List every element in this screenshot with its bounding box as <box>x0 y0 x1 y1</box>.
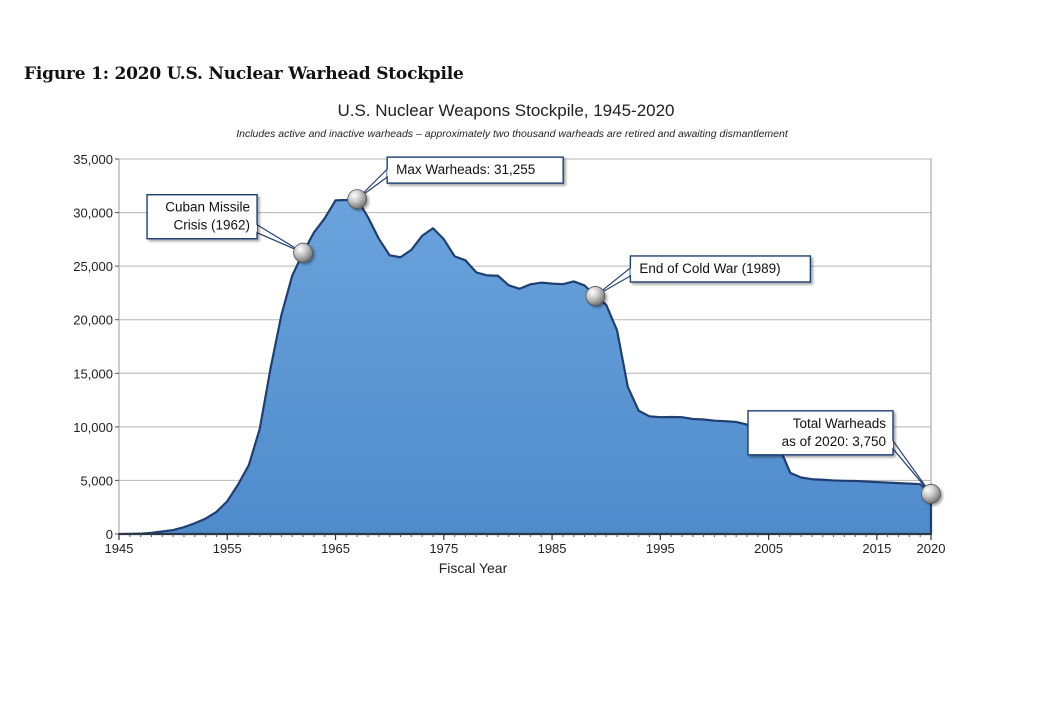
x-tick-label: 1995 <box>646 541 675 556</box>
annotation-callout: End of Cold War (1989) <box>585 255 812 306</box>
x-tick-label: 1945 <box>105 541 134 556</box>
callout-label: Cuban Missile <box>165 200 250 215</box>
callout-label: Crisis (1962) <box>174 218 251 233</box>
x-tick-label: 1965 <box>321 541 350 556</box>
annotation-marker <box>921 483 941 504</box>
y-tick-label: 15,000 <box>73 366 113 381</box>
callout-label: as of 2020: 3,750 <box>782 434 886 449</box>
y-tick-label: 5,000 <box>80 473 113 488</box>
x-tick-label: 2015 <box>862 541 891 556</box>
y-tick-label: 30,000 <box>73 206 113 221</box>
callout-joint <box>630 268 633 275</box>
annotation-callout: Cuban Missile Crisis (1962) <box>146 194 313 263</box>
x-tick-label: 1985 <box>538 541 567 556</box>
y-tick-label: 35,000 <box>73 152 113 167</box>
y-tick-label: 20,000 <box>73 313 113 328</box>
annotation-callout: Total Warheads as of 2020: 3,750 <box>747 410 941 504</box>
chart-subtitle: Includes active and inactive warheads – … <box>236 128 789 140</box>
figure-caption: Figure 1: 2020 U.S. Nuclear Warhead Stoc… <box>24 64 464 84</box>
stockpile-area <box>117 198 933 536</box>
annotation-callout: Max Warheads: 31,255 <box>347 156 564 210</box>
x-tick-label: 2020 <box>917 541 946 556</box>
x-tick-label: 2005 <box>754 541 783 556</box>
y-tick-label: 0 <box>106 527 113 542</box>
callout-joint <box>891 441 893 448</box>
x-tick-label: 1955 <box>213 541 242 556</box>
callout-box <box>146 194 258 240</box>
callout-label: End of Cold War (1989) <box>639 261 780 276</box>
y-tick-label: 10,000 <box>73 420 113 435</box>
annotation-marker <box>347 189 368 210</box>
x-axis-label: Fiscal Year <box>439 560 508 576</box>
annotation-marker <box>293 242 313 263</box>
callout-joint <box>387 169 390 177</box>
callout-joint <box>255 225 258 232</box>
callout-box <box>747 410 894 456</box>
callout-label: Total Warheads <box>793 416 887 431</box>
callout-box <box>386 156 564 184</box>
callout-label: Max Warheads: 31,255 <box>396 162 535 177</box>
annotation-marker <box>585 286 606 306</box>
y-tick-label: 25,000 <box>73 259 113 274</box>
x-tick-label: 1975 <box>429 541 458 556</box>
chart-title: U.S. Nuclear Weapons Stockpile, 1945-202… <box>337 101 674 120</box>
